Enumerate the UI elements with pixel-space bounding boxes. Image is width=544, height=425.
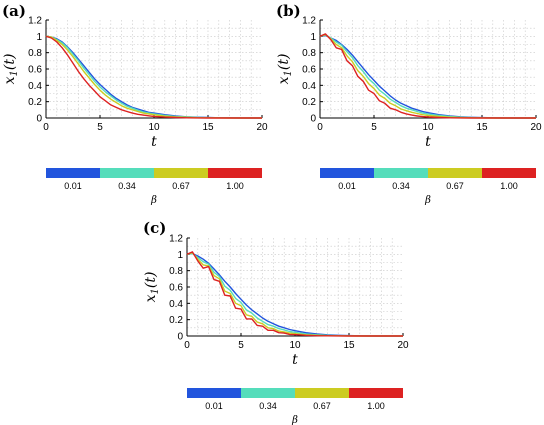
colorbar-segment [374, 168, 428, 178]
colorbar-segment [154, 168, 208, 178]
y-tick-label: 0.4 [302, 81, 316, 92]
colorbar-segment [187, 388, 241, 398]
colorbar-tick-label: 0.34 [259, 401, 277, 411]
colorbar-tick-label: 0.01 [338, 181, 356, 191]
colorbar-segment [46, 168, 100, 178]
panel-label: (c) [143, 219, 166, 237]
y-tick-label: 0.8 [302, 48, 316, 59]
x-axis-label: t [425, 134, 431, 150]
x-tick-label: 15 [343, 340, 355, 351]
x-tick-label: 10 [289, 340, 301, 351]
y-axis-label: x1(t) [2, 54, 20, 85]
panel-label: (a) [2, 2, 26, 20]
x-tick-label: 5 [97, 122, 103, 133]
colorbar-tick-label: 0.67 [313, 401, 331, 411]
y-tick-label: 0.4 [169, 299, 183, 310]
x-tick-label: 20 [530, 122, 542, 133]
colorbar-segment [241, 388, 295, 398]
colorbar-segment [208, 168, 262, 178]
colorbar-segment [428, 168, 482, 178]
y-tick-label: 0.6 [302, 65, 316, 76]
x-tick-label: 10 [422, 122, 434, 133]
x-axis-label: t [292, 352, 298, 368]
y-tick-label: 0 [36, 114, 42, 125]
y-tick-label: 1 [177, 250, 183, 261]
chart-panel-1: 0 5 10 15 20 0 0.2 0.4 0.6 0.8 1 1.2 t x1(t) (b) 0.01 0.… [276, 2, 542, 206]
y-tick-label: 1.2 [169, 234, 183, 245]
x-tick-label: 5 [371, 122, 377, 133]
x-tick-label: 5 [238, 340, 244, 351]
y-tick-label: 0.2 [28, 97, 42, 108]
x-tick-label: 20 [397, 340, 409, 351]
series-line-beta-1.00 [45, 35, 262, 119]
colorbar-segment [349, 388, 403, 398]
x-tick-label: 15 [476, 122, 488, 133]
colorbar-tick-label: 0.34 [392, 181, 410, 191]
x-tick-label: 10 [148, 122, 160, 133]
colorbar-label: β [150, 195, 157, 206]
series-line-beta-1.00 [319, 33, 536, 119]
x-tick-label: 0 [317, 122, 323, 133]
colorbar-label: β [291, 415, 298, 425]
x-tick-label: 0 [184, 340, 190, 351]
series-line-beta-1.00 [186, 251, 403, 337]
y-tick-label: 0.2 [169, 315, 183, 326]
y-tick-label: 0.6 [28, 65, 42, 76]
x-axis-label: t [151, 134, 157, 150]
y-tick-label: 0 [310, 114, 316, 125]
panel-label: (b) [276, 2, 301, 20]
y-tick-label: 0 [177, 332, 183, 343]
y-tick-label: 1 [310, 32, 316, 43]
y-axis-label: x1(t) [276, 54, 294, 85]
y-tick-label: 0.2 [302, 97, 316, 108]
y-tick-label: 1 [36, 32, 42, 43]
y-tick-label: 0.4 [28, 81, 42, 92]
y-axis-label: x1(t) [143, 272, 161, 303]
y-tick-label: 0.6 [169, 283, 183, 294]
y-tick-label: 1.2 [28, 16, 42, 27]
y-tick-label: 1.2 [302, 16, 316, 27]
x-tick-label: 0 [43, 122, 49, 133]
colorbar-segment [295, 388, 349, 398]
colorbar-tick-label: 1.00 [367, 401, 385, 411]
colorbar-tick-label: 0.34 [118, 181, 136, 191]
colorbar-tick-label: 0.67 [172, 181, 190, 191]
y-tick-label: 0.8 [28, 48, 42, 59]
colorbar-tick-label: 0.01 [64, 181, 82, 191]
colorbar-label: β [424, 195, 431, 206]
x-tick-label: 20 [256, 122, 268, 133]
colorbar-segment [320, 168, 374, 178]
chart-panel-2: 0 5 10 15 20 0 0.2 0.4 0.6 0.8 1 1.2 t x1(t) (c) 0.01 0.… [143, 219, 409, 425]
colorbar-tick-label: 1.00 [500, 181, 518, 191]
x-tick-label: 15 [202, 122, 214, 133]
colorbar-tick-label: 0.67 [446, 181, 464, 191]
colorbar-tick-label: 1.00 [226, 181, 244, 191]
colorbar-tick-label: 0.01 [205, 401, 223, 411]
colorbar-segment [482, 168, 536, 178]
chart-panel-0: 0 5 10 15 20 0 0.2 0.4 0.6 0.8 1 1.2 t x1(t) (a) 0.01 0.… [2, 2, 268, 206]
y-tick-label: 0.8 [169, 266, 183, 277]
colorbar-segment [100, 168, 154, 178]
